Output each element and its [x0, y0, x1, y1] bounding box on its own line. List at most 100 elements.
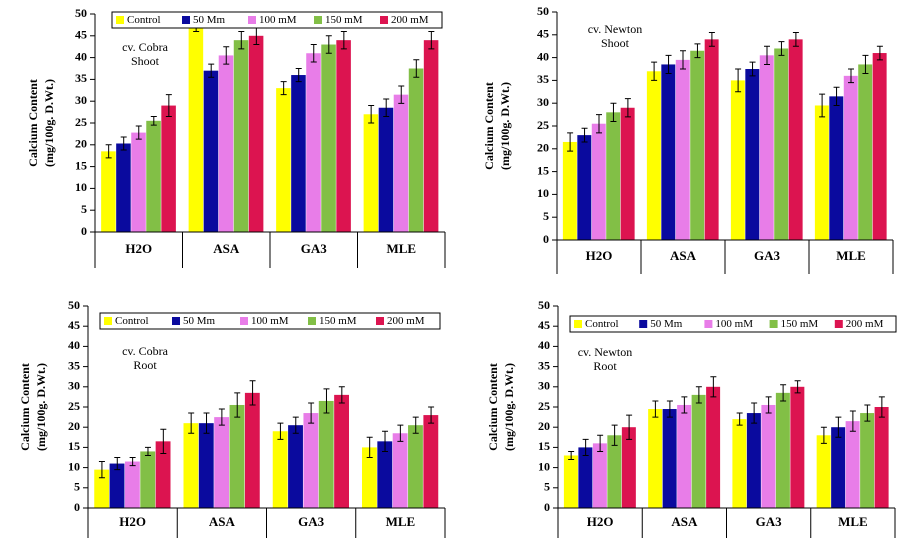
error-bar: [597, 434, 604, 452]
bar: [272, 431, 288, 508]
bar: [746, 413, 761, 508]
bar: [814, 105, 829, 240]
error-bar: [567, 132, 574, 152]
error-bar: [129, 457, 136, 467]
bar: [577, 135, 592, 240]
y-tick-label: 0: [74, 500, 80, 514]
error-bar: [820, 426, 827, 444]
annotation: Shoot: [601, 36, 630, 50]
legend-box: [111, 11, 443, 29]
bar: [361, 447, 377, 508]
error-bar: [751, 402, 758, 424]
error-bar: [651, 61, 658, 81]
x-tick-label: H2O: [587, 514, 614, 529]
y-tick-label: 10: [538, 459, 550, 473]
error-bar: [412, 416, 419, 434]
y-tick-label: 30: [537, 95, 549, 109]
y-tick-label: 45: [68, 318, 80, 332]
bar: [690, 50, 705, 241]
error-bar: [234, 392, 241, 418]
error-bar: [680, 50, 686, 70]
bar: [276, 88, 291, 233]
error-bar: [862, 54, 869, 75]
x-tick-label: GA3: [756, 514, 783, 529]
y-tick-label: 15: [537, 163, 549, 177]
bar: [874, 407, 889, 508]
error-bar: [280, 81, 287, 96]
legend-label: 100 mM: [715, 318, 753, 330]
error-bar: [203, 412, 210, 434]
legend-label: 200 mM: [391, 14, 429, 26]
y-axis-label: Calcium Content: [486, 363, 500, 451]
error-bar: [249, 380, 256, 406]
y-tick-label: 20: [537, 141, 549, 155]
legend-label: 150 mM: [325, 14, 363, 26]
y-tick-label: 40: [68, 338, 80, 352]
error-bar: [792, 32, 799, 47]
error-bar: [188, 412, 195, 434]
bar: [620, 107, 635, 240]
error-bar: [710, 376, 717, 398]
error-bar: [708, 32, 715, 47]
y-tick-label: 45: [538, 318, 550, 332]
y-axis-label: (mg/100g. D.Wt.): [502, 363, 516, 451]
error-bar: [338, 386, 345, 404]
error-bar: [780, 384, 787, 402]
y-tick-label: 20: [538, 419, 550, 433]
error-bar: [144, 446, 151, 456]
annotation: Root: [593, 359, 617, 373]
bar: [131, 132, 146, 232]
y-tick-label: 35: [68, 358, 80, 372]
bar: [161, 105, 176, 232]
error-bar: [652, 400, 659, 418]
error-bar: [749, 61, 756, 77]
error-bar: [833, 86, 840, 106]
bar: [116, 143, 131, 232]
error-bar: [849, 410, 856, 432]
error-bar: [120, 136, 127, 151]
y-tick-label: 10: [68, 459, 80, 473]
legend-swatch: [248, 16, 256, 24]
bar: [244, 392, 260, 508]
legend-swatch: [308, 317, 316, 325]
y-tick-label: 30: [538, 379, 550, 393]
legend-label: Control: [127, 14, 161, 26]
y-tick-label: 30: [75, 93, 87, 107]
error-bar: [428, 406, 435, 424]
bar: [392, 433, 408, 508]
bar: [759, 55, 774, 240]
y-tick-label: 50: [75, 6, 87, 20]
bar: [155, 441, 171, 508]
error-bar: [596, 114, 602, 134]
legend-swatch: [240, 317, 248, 325]
annotation: cv. Cobra: [122, 40, 169, 54]
bar: [183, 423, 199, 508]
error-bar: [277, 422, 284, 440]
y-tick-label: 15: [68, 439, 80, 453]
y-tick-label: 40: [538, 338, 550, 352]
bar: [321, 44, 336, 232]
y-axis-label: Calcium Content: [18, 363, 32, 451]
y-tick-label: 5: [81, 202, 87, 216]
error-bar: [366, 436, 373, 458]
legend-swatch: [574, 320, 582, 328]
error-bar: [626, 414, 633, 440]
error-bar: [694, 43, 701, 59]
bar: [140, 451, 156, 508]
error-bar: [428, 30, 435, 50]
y-tick-label: 5: [544, 480, 550, 494]
error-bar: [310, 44, 317, 63]
error-bar: [413, 59, 420, 78]
bar: [198, 423, 214, 508]
x-tick-label: ASA: [209, 514, 236, 529]
bar: [860, 413, 875, 508]
y-tick-label: 5: [74, 480, 80, 494]
bar: [843, 75, 858, 240]
y-tick-label: 35: [538, 358, 550, 372]
bar: [691, 394, 706, 508]
error-bar: [582, 438, 589, 456]
x-tick-label: MLE: [838, 514, 868, 529]
error-bar: [308, 402, 315, 424]
error-bar: [114, 457, 121, 471]
bar: [393, 94, 409, 232]
